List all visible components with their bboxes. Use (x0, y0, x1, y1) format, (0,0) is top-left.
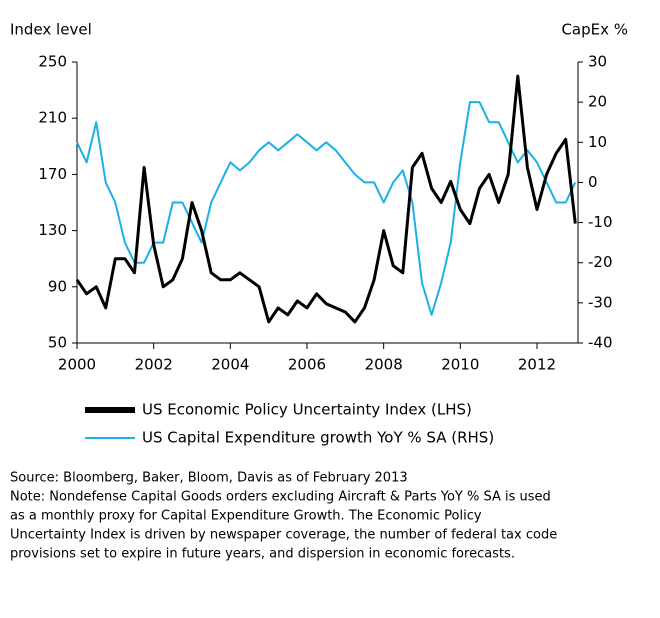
y2-tick-label: -30 (588, 293, 613, 311)
y2-tick-label: 10 (588, 133, 607, 151)
x-tick-label: 2012 (518, 356, 556, 374)
y2-axis-title: CapEx % (561, 21, 628, 39)
note-line: provisions set to expire in future years… (10, 547, 515, 562)
y-tick-label: 250 (38, 53, 67, 71)
y2-tick-label: -20 (588, 253, 613, 271)
y-tick-label: 130 (38, 221, 67, 239)
note-line: Note: Nondefense Capital Goods orders ex… (10, 490, 551, 505)
y2-tick-label: -10 (588, 213, 613, 231)
note-line: Uncertainty Index is driven by newspaper… (10, 528, 557, 543)
y2-tick-label: -40 (588, 334, 613, 352)
series-line (76, 101, 577, 316)
y-tick-label: 170 (38, 165, 67, 183)
x-tick-label: 2006 (288, 356, 326, 374)
x-tick-label: 2004 (211, 356, 249, 374)
y-axis-title: Index level (10, 21, 92, 39)
x-tick-label: 2000 (58, 356, 96, 374)
legend-label: US Economic Policy Uncertainty Index (LH… (142, 401, 472, 419)
note-line: as a monthly proxy for Capital Expenditu… (10, 509, 482, 524)
x-tick-label: 2008 (365, 356, 403, 374)
x-tick-label: 2002 (135, 356, 173, 374)
y2-tick-label: 0 (588, 173, 598, 191)
series-line (75, 74, 577, 324)
y-tick-label: 90 (48, 277, 67, 295)
y2-tick-label: 20 (588, 93, 607, 111)
y-tick-label: 210 (38, 109, 67, 127)
legend-label: US Capital Expenditure growth YoY % SA (… (142, 429, 494, 447)
x-tick-label: 2010 (441, 356, 479, 374)
note-line: Source: Bloomberg, Baker, Bloom, Davis a… (10, 471, 408, 486)
y-tick-label: 50 (48, 334, 67, 352)
y2-tick-label: 30 (588, 53, 607, 71)
